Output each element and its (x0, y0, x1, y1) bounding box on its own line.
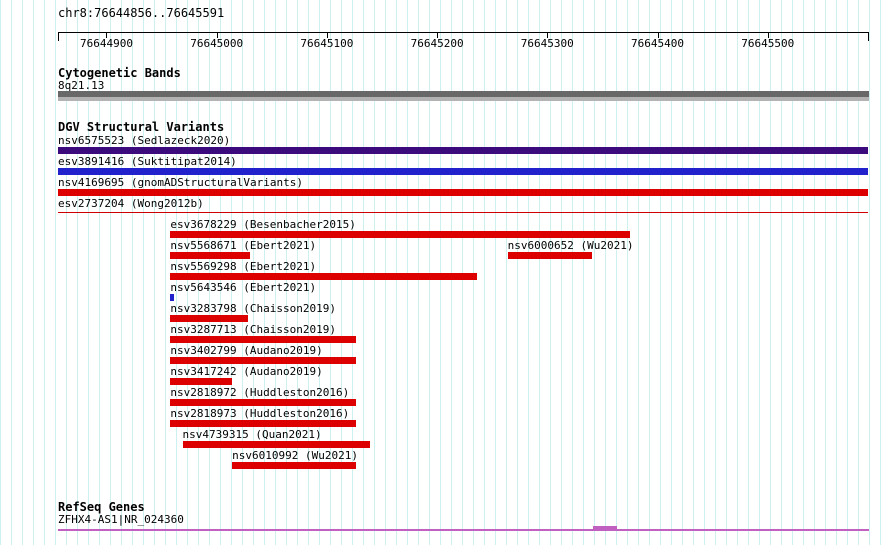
region-title: chr8:76644856..76645591 (58, 6, 225, 20)
variant-bar[interactable] (170, 231, 630, 238)
ruler-tick-label: 76645200 (410, 37, 464, 50)
variant-bar[interactable] (170, 252, 250, 259)
variant-bar[interactable] (170, 315, 248, 322)
variant-bar[interactable] (170, 420, 356, 427)
ruler-tick (326, 32, 328, 38)
ruler-tick-label: 76644900 (79, 37, 133, 50)
ruler-tick (767, 32, 769, 38)
ruler-tick (437, 32, 439, 38)
cytoband-bar[interactable] (58, 91, 869, 101)
variant-label[interactable]: esv2737204 (Wong2012b) (58, 197, 204, 210)
variant-label[interactable]: nsv6000652 (Wu2021) (507, 239, 634, 252)
variant-bar[interactable] (182, 441, 370, 448)
variant-label[interactable]: nsv6575523 (Sedlazeck2020) (58, 134, 231, 147)
variant-bar[interactable] (232, 462, 356, 469)
ruler-tick (216, 32, 218, 38)
ruler-tick (106, 32, 108, 38)
variant-bar[interactable] (58, 212, 868, 213)
variant-bar[interactable] (58, 147, 868, 154)
variant-label[interactable]: nsv5569298 (Ebert2021) (170, 260, 317, 273)
ruler-tick-label: 76645100 (300, 37, 354, 50)
refseq-gene-intron-peak (593, 526, 617, 529)
section-title-dgv-structural-variants: DGV Structural Variants (58, 120, 225, 134)
ruler-tick-label: 76645400 (631, 37, 684, 50)
ruler-tick-label: 76645300 (520, 37, 574, 50)
refseq-gene-line[interactable] (58, 529, 869, 531)
variant-label[interactable]: nsv6010992 (Wu2021) (232, 449, 358, 462)
ruler-tick (657, 32, 659, 38)
variant-bar[interactable] (170, 336, 356, 343)
variant-label[interactable]: nsv2818972 (Huddleston2016) (170, 386, 350, 399)
refseq-gene-name: ZFHX4-AS1|NR_024360 (58, 513, 184, 526)
section-title-cytogenetic-bands: Cytogenetic Bands (58, 66, 181, 80)
variant-bar[interactable] (58, 168, 868, 175)
variant-bar[interactable] (170, 399, 356, 406)
variant-label[interactable]: esv3678229 (Besenbacher2015) (170, 218, 356, 231)
variant-bar[interactable] (170, 357, 356, 364)
variant-label[interactable]: nsv3283798 (Chaisson2019) (170, 302, 336, 315)
ruler-end-tick (58, 32, 59, 41)
ruler-line (58, 32, 869, 33)
ruler-tick (547, 32, 549, 38)
variant-bar[interactable] (170, 273, 477, 280)
variant-label[interactable]: nsv3402799 (Audano2019) (170, 344, 323, 357)
ruler-tick-label: 76645500 (741, 37, 795, 50)
variant-label[interactable]: nsv4739315 (Quan2021) (182, 428, 322, 441)
variant-bar[interactable] (170, 294, 174, 301)
variant-label[interactable]: nsv5568671 (Ebert2021) (170, 239, 317, 252)
ruler-tick-label: 76645000 (190, 37, 244, 50)
variant-label[interactable]: nsv2818973 (Huddleston2016) (170, 407, 350, 420)
variant-label[interactable]: nsv3287713 (Chaisson2019) (170, 323, 336, 336)
variant-bar[interactable] (58, 189, 868, 196)
cytoband-name: 8q21.13 (58, 79, 105, 92)
variant-bar[interactable] (507, 252, 593, 259)
variant-bar[interactable] (170, 378, 233, 385)
variant-label[interactable]: nsv3417242 (Audano2019) (170, 365, 323, 378)
variant-label[interactable]: nsv4169695 (gnomADStructuralVariants) (58, 176, 304, 189)
variant-label[interactable]: esv3891416 (Suktitipat2014) (58, 155, 237, 168)
ruler-end-tick (868, 32, 869, 41)
section-title-refseq-genes: RefSeq Genes (58, 500, 145, 514)
variant-label[interactable]: nsv5643546 (Ebert2021) (170, 281, 317, 294)
